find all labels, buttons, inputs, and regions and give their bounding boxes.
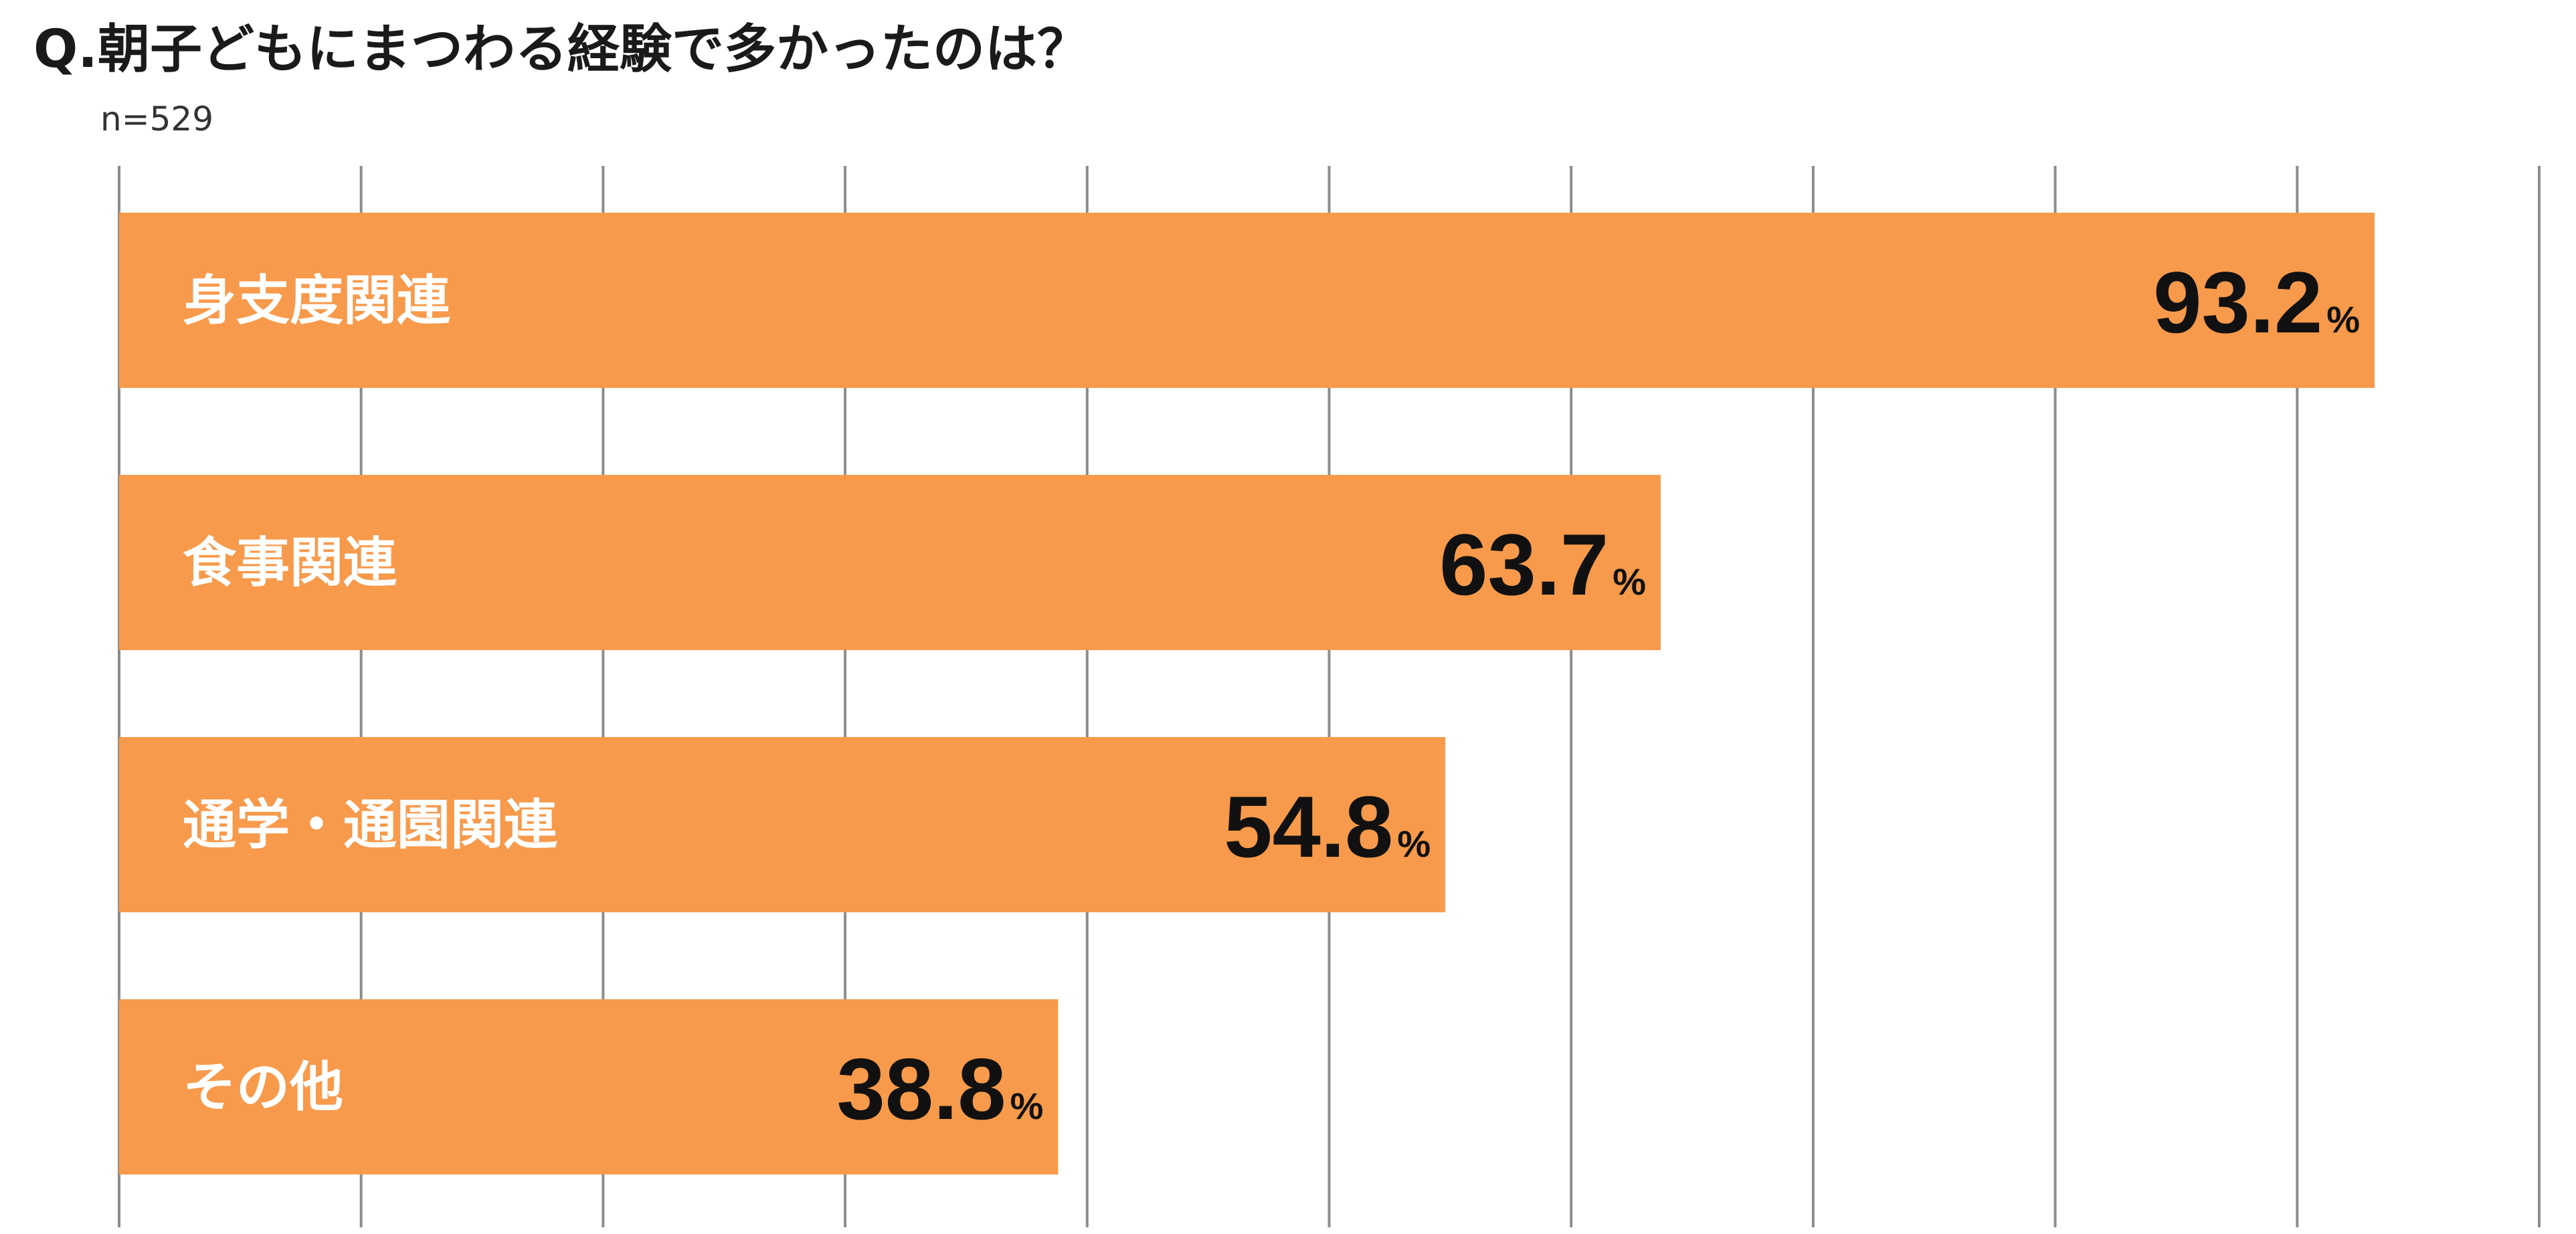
bar [119,213,2375,388]
value-unit: % [2326,298,2360,340]
value-label: 93.2% [2153,253,2360,351]
value-label: 54.8% [1224,778,1431,876]
value-unit: % [1397,823,1431,865]
category-label: 身支度関連 [183,270,451,332]
bar [119,737,1446,912]
category-label: 食事関連 [183,532,397,594]
value-number: 93.2 [2153,253,2322,351]
bar [119,475,1661,650]
value-unit: % [1010,1085,1044,1127]
value-number: 54.8 [1224,778,1393,876]
value-number: 63.7 [1439,516,1608,613]
value-label: 63.7% [1439,516,1646,613]
value-number: 38.8 [837,1040,1006,1138]
bars: 身支度関連 93.2 % 食事関連 63.7 % 通学・通園関連 54.8 % その他 38.8% [119,213,2375,1174]
value-label: 38.8% [837,1040,1044,1138]
category-label: その他 [183,1056,343,1118]
sample-size: n=529 [100,100,214,138]
bar [119,999,1059,1174]
value-unit: % [1613,560,1646,603]
category-label: 通学・通園関連 [183,794,558,856]
chart-title: Q.朝子どもにまつわる経験で多かったのは？ [33,19,1089,80]
